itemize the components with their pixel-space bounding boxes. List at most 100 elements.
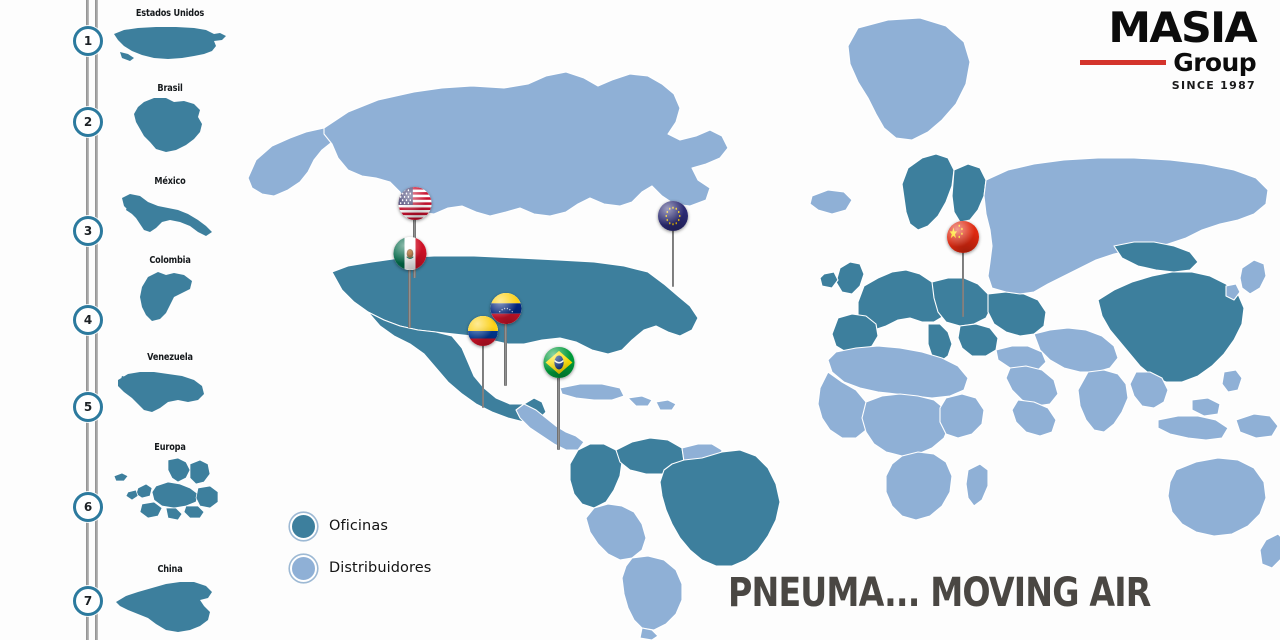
logo-since-text: SINCE 1987 xyxy=(1171,78,1256,92)
country-mongolia xyxy=(1113,241,1199,273)
island-cuba2 xyxy=(627,395,653,407)
logo-wordmark: MASIA xyxy=(1108,3,1257,52)
timeline-badge-2[interactable]: 2 xyxy=(73,107,103,137)
country-ireland xyxy=(819,271,839,289)
timeline-label: México xyxy=(154,176,186,187)
pin-pole xyxy=(504,321,507,386)
map-pin-china[interactable] xyxy=(947,221,979,317)
country-canada xyxy=(323,71,729,217)
masia-group-logo: MASIA Group SINCE 1987 xyxy=(1080,7,1258,92)
legend-item-distribuidores: Distribuidores xyxy=(290,550,431,586)
region-east-africa xyxy=(939,393,985,439)
timeline-badge-1[interactable]: 1 xyxy=(73,26,103,56)
pin-pole xyxy=(671,228,675,287)
country-new-zealand-south xyxy=(1259,533,1280,569)
country-brazil xyxy=(659,449,781,567)
timeline-label: Brasil xyxy=(157,83,183,94)
country-chile-argentina xyxy=(621,555,683,631)
region-balkans xyxy=(957,323,999,357)
china-flag-icon xyxy=(947,221,979,253)
country-russia xyxy=(983,157,1269,295)
country-turkey-caucasus xyxy=(995,345,1047,373)
country-italy xyxy=(927,323,953,363)
timeline-badge-3[interactable]: 3 xyxy=(73,216,103,246)
region-caribbean xyxy=(559,383,625,401)
legend-dot-office xyxy=(290,512,317,540)
pin-pole xyxy=(408,267,411,328)
venezuela-flag-icon xyxy=(490,293,521,324)
country-poland-ukraine xyxy=(987,291,1047,337)
timeline-label: Colombia xyxy=(149,255,191,266)
country-shape-mexico xyxy=(108,188,232,244)
legend-label-oficinas: Oficinas xyxy=(329,518,388,534)
country-shape-venezuela xyxy=(108,364,232,420)
pin-head-venezuela xyxy=(490,293,521,324)
country-greenland xyxy=(847,17,971,141)
region-arabia xyxy=(1011,399,1057,437)
brazil-flag-icon xyxy=(543,347,574,378)
island-hispaniola xyxy=(655,399,677,411)
map-pin-venezuela[interactable] xyxy=(490,293,521,386)
region-scandinavia xyxy=(901,153,955,231)
timeline-label: Venezuela xyxy=(147,352,193,363)
logo-middle-row: Group xyxy=(1080,47,1257,77)
country-australia xyxy=(1167,457,1267,537)
tagline: PNEUMA... MOVING AIR xyxy=(728,570,1151,616)
island-madagascar xyxy=(965,463,989,507)
region-middle-east xyxy=(1005,365,1059,407)
timeline-badge-6[interactable]: 6 xyxy=(73,492,103,522)
country-finland-baltic xyxy=(951,163,987,223)
region-southern-africa xyxy=(885,451,953,521)
map-pin-european-union[interactable] xyxy=(658,201,688,287)
timeline-label: China xyxy=(157,564,183,575)
pin-pole xyxy=(961,250,965,317)
country-shape-brazil xyxy=(108,94,232,156)
timeline-label: Europa xyxy=(154,442,186,453)
legend-dot-distributor xyxy=(290,554,317,582)
usa-flag-icon xyxy=(398,187,431,220)
country-peru-bolivia xyxy=(585,503,647,561)
eu-flag-icon xyxy=(658,201,688,231)
map-pin-mexico[interactable] xyxy=(393,237,426,328)
country-shape-usa xyxy=(108,20,232,68)
island-korea xyxy=(1225,283,1241,301)
pin-pole xyxy=(557,375,560,450)
timeline-badge-5[interactable]: 5 xyxy=(73,392,103,422)
island-borneo xyxy=(1191,397,1221,417)
map-pin-brazil[interactable] xyxy=(543,347,574,450)
region-central-asia xyxy=(1033,327,1119,373)
mexico-flag-icon xyxy=(393,237,426,270)
pin-head-usa xyxy=(398,187,431,220)
timeline-badge-7[interactable]: 7 xyxy=(73,586,103,616)
country-iceland xyxy=(809,189,853,215)
legend-label-distribuidores: Distribuidores xyxy=(329,560,432,576)
country-uk xyxy=(835,261,865,295)
region-north-africa xyxy=(827,345,969,399)
timeline-label: Estados Unidos xyxy=(135,8,205,19)
map-legend: Oficinas Distribuidores xyxy=(290,508,431,586)
country-mexico xyxy=(367,311,547,423)
legend-item-oficinas: Oficinas xyxy=(290,508,431,544)
pin-head-mexico xyxy=(393,237,426,270)
region-indonesia xyxy=(1157,415,1229,441)
country-shape-europe xyxy=(108,454,232,522)
island-japan xyxy=(1239,259,1267,295)
country-timeline-sidebar: Estados Unidos 1 Brasil 2 México xyxy=(0,0,230,640)
logo-subname: Group xyxy=(1173,47,1256,77)
country-india xyxy=(1077,369,1129,433)
region-west-africa xyxy=(817,371,871,439)
country-shape-colombia xyxy=(108,267,232,325)
country-shape-china xyxy=(108,576,232,638)
country-patagonia xyxy=(639,627,659,640)
pin-pole xyxy=(481,343,485,408)
island-papua xyxy=(1235,413,1279,439)
island-philippines xyxy=(1221,369,1243,393)
country-colombia xyxy=(569,443,623,509)
timeline-badge-4[interactable]: 4 xyxy=(73,305,103,335)
pin-head-brazil xyxy=(543,347,574,378)
country-alaska xyxy=(247,125,341,197)
region-central-africa xyxy=(861,393,951,457)
country-china xyxy=(1097,271,1245,383)
pin-head-european-union xyxy=(658,201,688,231)
